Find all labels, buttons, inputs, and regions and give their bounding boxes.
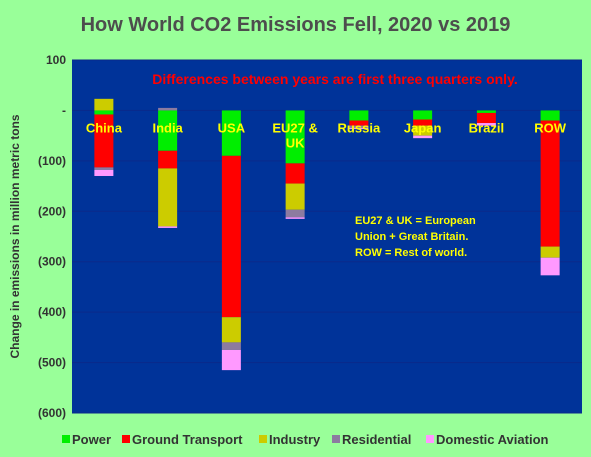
legend-swatch — [122, 435, 130, 443]
bar-power — [540, 110, 560, 121]
annotation-line: EU27 & UK = European — [355, 215, 476, 227]
bar-industry — [285, 183, 305, 210]
y-tick-label: (300) — [38, 255, 66, 269]
bar-domestic-aviation — [221, 349, 241, 371]
category-label: India — [152, 120, 183, 135]
legend-label: Domestic Aviation — [436, 432, 549, 447]
legend-label: Industry — [269, 432, 321, 447]
legend-label: Residential — [342, 432, 411, 447]
legend-label: Ground Transport — [132, 432, 243, 447]
bar-industry — [94, 98, 114, 111]
bar-residential — [285, 209, 305, 218]
legend-swatch — [259, 435, 267, 443]
y-tick-label: (500) — [38, 356, 66, 370]
bar-domestic-aviation — [476, 123, 496, 126]
plot-area — [72, 60, 582, 413]
legend: Power Ground Transport Industry Residential… — [62, 432, 549, 447]
annotation-note: EU27 & UK = European Union + Great Britai… — [355, 215, 476, 259]
chart-title: How World CO2 Emissions Fell, 2020 vs 20… — [80, 14, 511, 36]
bar-power — [94, 110, 114, 115]
bar-power — [476, 110, 496, 113]
category-labels: China India USA EU27 & UK Russia Japan Brazil RO… — [86, 120, 567, 150]
bar-industry — [413, 125, 433, 136]
y-tick-label: (600) — [38, 406, 66, 420]
bar-power — [158, 110, 178, 151]
category-label: Brazil — [469, 120, 504, 135]
annotation-line: Union + Great Britain. — [355, 231, 468, 243]
category-label: EU27 & UK — [272, 120, 318, 150]
bar-domestic-aviation — [413, 135, 433, 139]
category-label: USA — [218, 120, 246, 135]
bar-residential — [221, 342, 241, 350]
y-axis: 100 - (100) (200) (300) (400) (500) (600) — [38, 53, 66, 420]
bar-domestic-aviation — [158, 226, 178, 228]
category-label: Russia — [338, 120, 381, 135]
bar-power — [221, 110, 241, 156]
bar-ground-transport — [221, 155, 241, 318]
bar-ground-transport — [158, 150, 178, 169]
bar-ground-transport — [413, 119, 433, 126]
legend-swatch — [62, 435, 70, 443]
bar-ground-transport — [285, 163, 305, 184]
bars — [94, 98, 560, 371]
bar-power — [349, 110, 369, 121]
gridlines — [72, 59, 582, 414]
category-label: ROW — [534, 120, 567, 135]
annotation-line: ROW = Rest of world. — [355, 247, 467, 259]
y-tick-label: 100 — [46, 53, 66, 67]
y-tick-label: - — [62, 103, 66, 117]
bar-domestic-aviation — [349, 128, 369, 130]
bar-ground-transport — [94, 114, 114, 168]
legend-label: Power — [72, 432, 111, 447]
legend-swatch — [426, 435, 434, 443]
bar-residential — [158, 107, 178, 111]
y-tick-label: (400) — [38, 305, 66, 319]
bar-residential — [349, 125, 369, 129]
category-label: Japan — [404, 120, 442, 135]
category-label: China — [86, 120, 123, 135]
legend-swatch — [332, 435, 340, 443]
bar-domestic-aviation — [540, 257, 560, 276]
y-tick-label: (100) — [38, 154, 66, 168]
bar-industry — [221, 317, 241, 343]
bar-domestic-aviation — [285, 217, 305, 219]
bar-industry — [158, 168, 178, 227]
chart-subtitle: Differences between years are first thre… — [152, 71, 517, 87]
y-axis-label: Change in emissions in million metric to… — [8, 114, 22, 358]
bar-ground-transport — [540, 120, 560, 247]
bar-power — [413, 110, 433, 120]
y-tick-label: (200) — [38, 204, 66, 218]
bar-domestic-aviation — [94, 169, 114, 176]
bar-ground-transport — [476, 112, 496, 124]
bar-power — [285, 110, 305, 164]
bar-ground-transport — [349, 120, 369, 126]
bar-industry — [540, 246, 560, 258]
bar-residential — [94, 167, 114, 170]
